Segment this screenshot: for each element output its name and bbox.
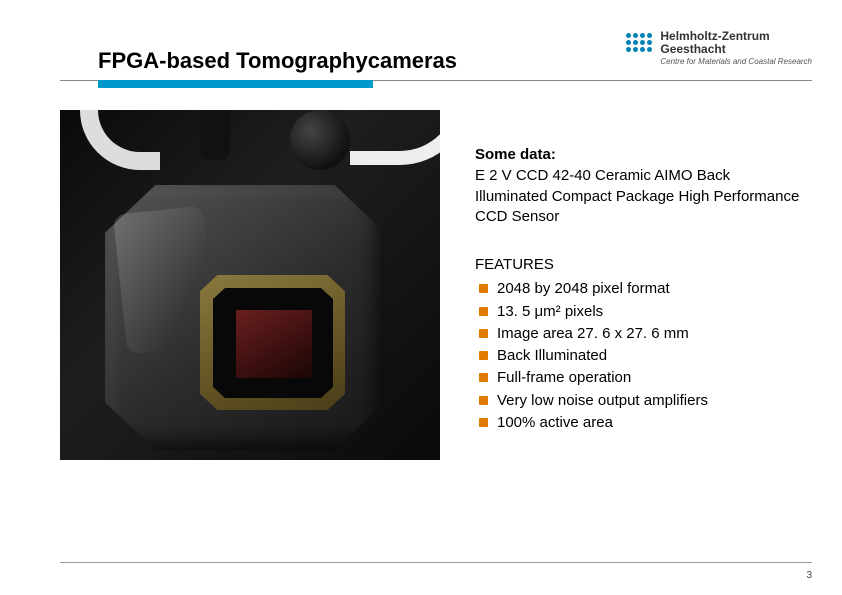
accent-bar (98, 80, 373, 88)
page-number: 3 (806, 570, 812, 581)
list-item: 100% active area (479, 413, 802, 433)
list-item: Back Illuminated (479, 346, 802, 366)
content: Some data: E 2 V CCD 42-40 Ceramic AIMO … (475, 145, 802, 435)
page-title: FPGA-based Tomographycameras (98, 48, 842, 74)
list-item: Full-frame operation (479, 368, 802, 388)
features-list: 2048 by 2048 pixel format 13. 5 μm² pixe… (475, 279, 802, 433)
divider-bottom (60, 562, 812, 563)
list-item: Image area 27. 6 x 27. 6 mm (479, 324, 802, 344)
features-heading: FEATURES (475, 255, 802, 275)
list-item: 2048 by 2048 pixel format (479, 279, 802, 299)
some-data-description: E 2 V CCD 42-40 Ceramic AIMO Back Illumi… (475, 166, 802, 227)
camera-photo (60, 110, 440, 460)
list-item: 13. 5 μm² pixels (479, 302, 802, 322)
header: FPGA-based Tomographycameras (0, 48, 842, 74)
some-data-heading: Some data: (475, 145, 802, 165)
list-item: Very low noise output amplifiers (479, 391, 802, 411)
slide: Helmholtz-Zentrum Geesthacht Centre for … (0, 0, 842, 595)
